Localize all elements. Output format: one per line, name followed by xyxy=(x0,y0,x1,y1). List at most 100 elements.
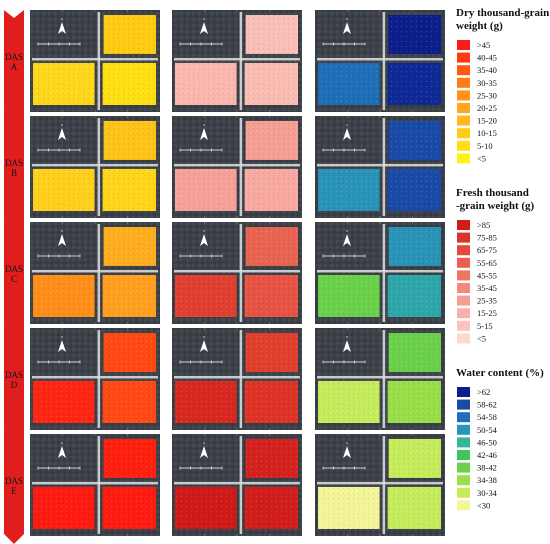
legend-label: <5 xyxy=(477,153,486,163)
legend-swatch xyxy=(457,257,470,268)
north-label: N xyxy=(203,123,205,127)
legend-swatch xyxy=(457,270,470,281)
road xyxy=(382,330,386,428)
legend-label: 58-62 xyxy=(477,400,497,410)
legend-label: 38-42 xyxy=(477,463,497,473)
legend-label: 35-45 xyxy=(477,283,497,293)
road xyxy=(97,224,101,322)
legend-title: Dry thousand-grain xyxy=(456,7,549,19)
legend-label: 10-15 xyxy=(477,128,497,138)
north-label: N xyxy=(203,229,205,233)
road xyxy=(239,224,243,322)
map-panel-dry-stage-e: N xyxy=(30,434,160,536)
north-label: N xyxy=(61,335,63,339)
legend-swatch xyxy=(457,295,470,306)
map-panel-fresh-stage-e: N xyxy=(172,434,302,536)
legend-fresh-weight: Fresh thousand-grain weight (g) >85 75-85 6… xyxy=(456,187,535,344)
north-arrow-icon xyxy=(200,128,208,140)
legend-label: 25-30 xyxy=(477,90,497,100)
legend-swatch xyxy=(457,320,470,331)
legend-label: 30-34 xyxy=(477,488,498,498)
legend-water-content: Water content (%) >62 58-62 54-58 50-54 46-50… xyxy=(456,367,544,511)
map-panel-dry-stage-d: N xyxy=(30,328,160,430)
north-label: N xyxy=(346,335,348,339)
legend-swatch xyxy=(457,399,470,410)
north-label: N xyxy=(346,123,348,127)
legend-swatch xyxy=(457,140,470,151)
stage-arrow-segment xyxy=(4,110,24,226)
map-panel-dry-stage-c: N xyxy=(30,222,160,324)
north-label: N xyxy=(346,441,348,445)
map-panel-fresh-stage-d: N xyxy=(172,328,302,430)
north-arrow-icon xyxy=(343,234,351,246)
legend-swatch xyxy=(457,245,470,256)
north-arrow-icon xyxy=(58,340,66,352)
legend-swatch xyxy=(457,487,470,498)
stage-das-label: DAS xyxy=(5,264,23,274)
legend-swatch xyxy=(457,115,470,126)
road xyxy=(317,269,443,273)
legend-title: weight (g) xyxy=(456,20,503,32)
road xyxy=(174,269,300,273)
legend-label: 50-54 xyxy=(477,425,498,435)
road xyxy=(32,269,158,273)
legend-swatch xyxy=(457,103,470,113)
legend-swatch xyxy=(457,437,470,448)
map-panel-dry-stage-b: N xyxy=(30,116,160,218)
map-panel-water-stage-d: N xyxy=(315,328,445,430)
north-label: N xyxy=(346,17,348,21)
legend-label: 42-46 xyxy=(477,450,497,460)
legend-swatch xyxy=(457,232,470,243)
legend-label: 20-25 xyxy=(477,103,497,113)
legend-title: -grain weight (g) xyxy=(456,200,535,212)
legend-label: 25-35 xyxy=(477,296,497,306)
legend-swatch xyxy=(457,475,470,486)
legend-swatch xyxy=(457,52,470,63)
north-label: N xyxy=(61,441,63,445)
road xyxy=(97,330,101,428)
stage-arrow-segment xyxy=(4,428,24,544)
legend-swatch xyxy=(457,333,470,344)
stage-letter-label: A xyxy=(11,62,18,72)
stage-letter-label: C xyxy=(11,274,17,284)
legend-swatch xyxy=(457,500,470,511)
legend-title: Fresh thousand xyxy=(456,187,529,199)
legend-label: 75-85 xyxy=(477,233,497,243)
stage-das-label: DAS xyxy=(5,476,23,486)
legend-label: <30 xyxy=(477,500,490,510)
legend-swatch xyxy=(457,90,470,101)
legend-label: 34-38 xyxy=(477,475,497,485)
legend-swatch xyxy=(457,424,470,435)
road xyxy=(174,57,300,61)
road xyxy=(317,57,443,61)
road xyxy=(32,375,158,379)
stage-arrow-segment xyxy=(4,10,24,120)
map-panel-water-stage-e: N xyxy=(315,434,445,536)
road xyxy=(382,118,386,216)
road xyxy=(382,12,386,110)
map-panel-dry-stage-a: N xyxy=(30,10,160,112)
road xyxy=(32,163,158,167)
legend-swatch xyxy=(457,153,470,164)
legend-label: 45-55 xyxy=(477,270,497,280)
legend-label: 5-10 xyxy=(477,141,493,151)
legend-swatch xyxy=(457,462,470,473)
road xyxy=(174,375,300,379)
stage-das-label: DAS xyxy=(5,52,23,62)
north-arrow-icon xyxy=(343,340,351,352)
map-panel-fresh-stage-b: N xyxy=(172,116,302,218)
north-arrow-icon xyxy=(200,22,208,34)
north-arrow-icon xyxy=(58,234,66,246)
north-label: N xyxy=(61,17,63,21)
road xyxy=(239,12,243,110)
legend-label: 46-50 xyxy=(477,437,497,447)
legend-swatch xyxy=(457,450,470,460)
north-label: N xyxy=(61,229,63,233)
north-arrow-icon xyxy=(343,22,351,34)
north-label: N xyxy=(203,335,205,339)
legend-swatch xyxy=(457,77,470,88)
road xyxy=(382,224,386,322)
